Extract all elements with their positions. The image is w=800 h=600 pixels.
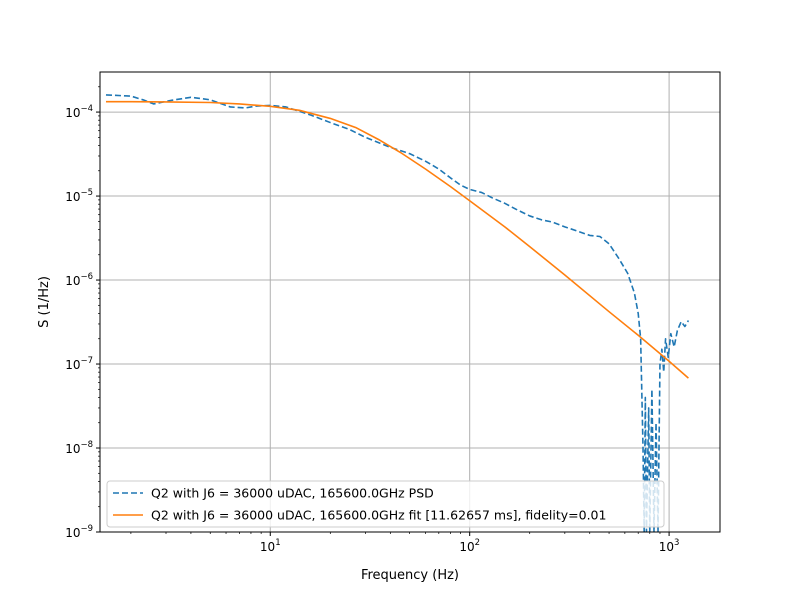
- y-tick-label: 10−7: [65, 356, 93, 372]
- y-tick-label-base: 10: [65, 442, 80, 456]
- x-tick-label-base: 10: [260, 540, 275, 554]
- y-tick-label: 10−8: [65, 440, 93, 456]
- y-tick-label: 10−5: [65, 188, 93, 204]
- fit-series-line: [105, 100, 689, 379]
- y-tick-label-exp: −7: [80, 356, 93, 366]
- x-tick-label: 103: [659, 538, 680, 554]
- x-tick-label-base: 10: [659, 540, 674, 554]
- series-layer: [105, 94, 690, 532]
- y-tick-label-base: 10: [65, 526, 80, 540]
- x-tick-label: 102: [459, 538, 480, 554]
- psd-series-line: [105, 94, 690, 532]
- x-axis-label: Frequency (Hz): [361, 568, 459, 583]
- y-tick-label: 10−9: [65, 524, 93, 540]
- y-tick-label: 10−4: [65, 104, 93, 120]
- y-tick-label: 10−6: [65, 272, 93, 288]
- y-axis-label: S (1/Hz): [37, 276, 52, 328]
- y-tick-label-exp: −8: [80, 440, 93, 450]
- x-tick-label-exp: 2: [475, 538, 480, 548]
- x-tick-label-exp: 3: [674, 538, 679, 548]
- x-tick-label: 101: [260, 538, 281, 554]
- y-tick-label-exp: −5: [80, 188, 93, 198]
- y-tick-label-exp: −9: [80, 524, 93, 534]
- x-tick-label-base: 10: [459, 540, 474, 554]
- legend-label-psd: Q2 with J6 = 36000 uDAC, 165600.0GHz PSD: [151, 486, 434, 501]
- legend: Q2 with J6 = 36000 uDAC, 165600.0GHz PSD…: [106, 480, 665, 528]
- legend-box: [106, 480, 665, 528]
- y-tick-label-exp: −6: [80, 272, 93, 282]
- y-tick-label-base: 10: [65, 274, 80, 288]
- y-tick-label-base: 10: [65, 358, 80, 372]
- legend-label-fit: Q2 with J6 = 36000 uDAC, 165600.0GHz fit…: [151, 508, 606, 523]
- y-tick-label-exp: −4: [80, 104, 93, 114]
- y-tick-label-base: 10: [65, 190, 80, 204]
- x-tick-label-exp: 1: [275, 538, 280, 548]
- y-tick-label-base: 10: [65, 106, 80, 120]
